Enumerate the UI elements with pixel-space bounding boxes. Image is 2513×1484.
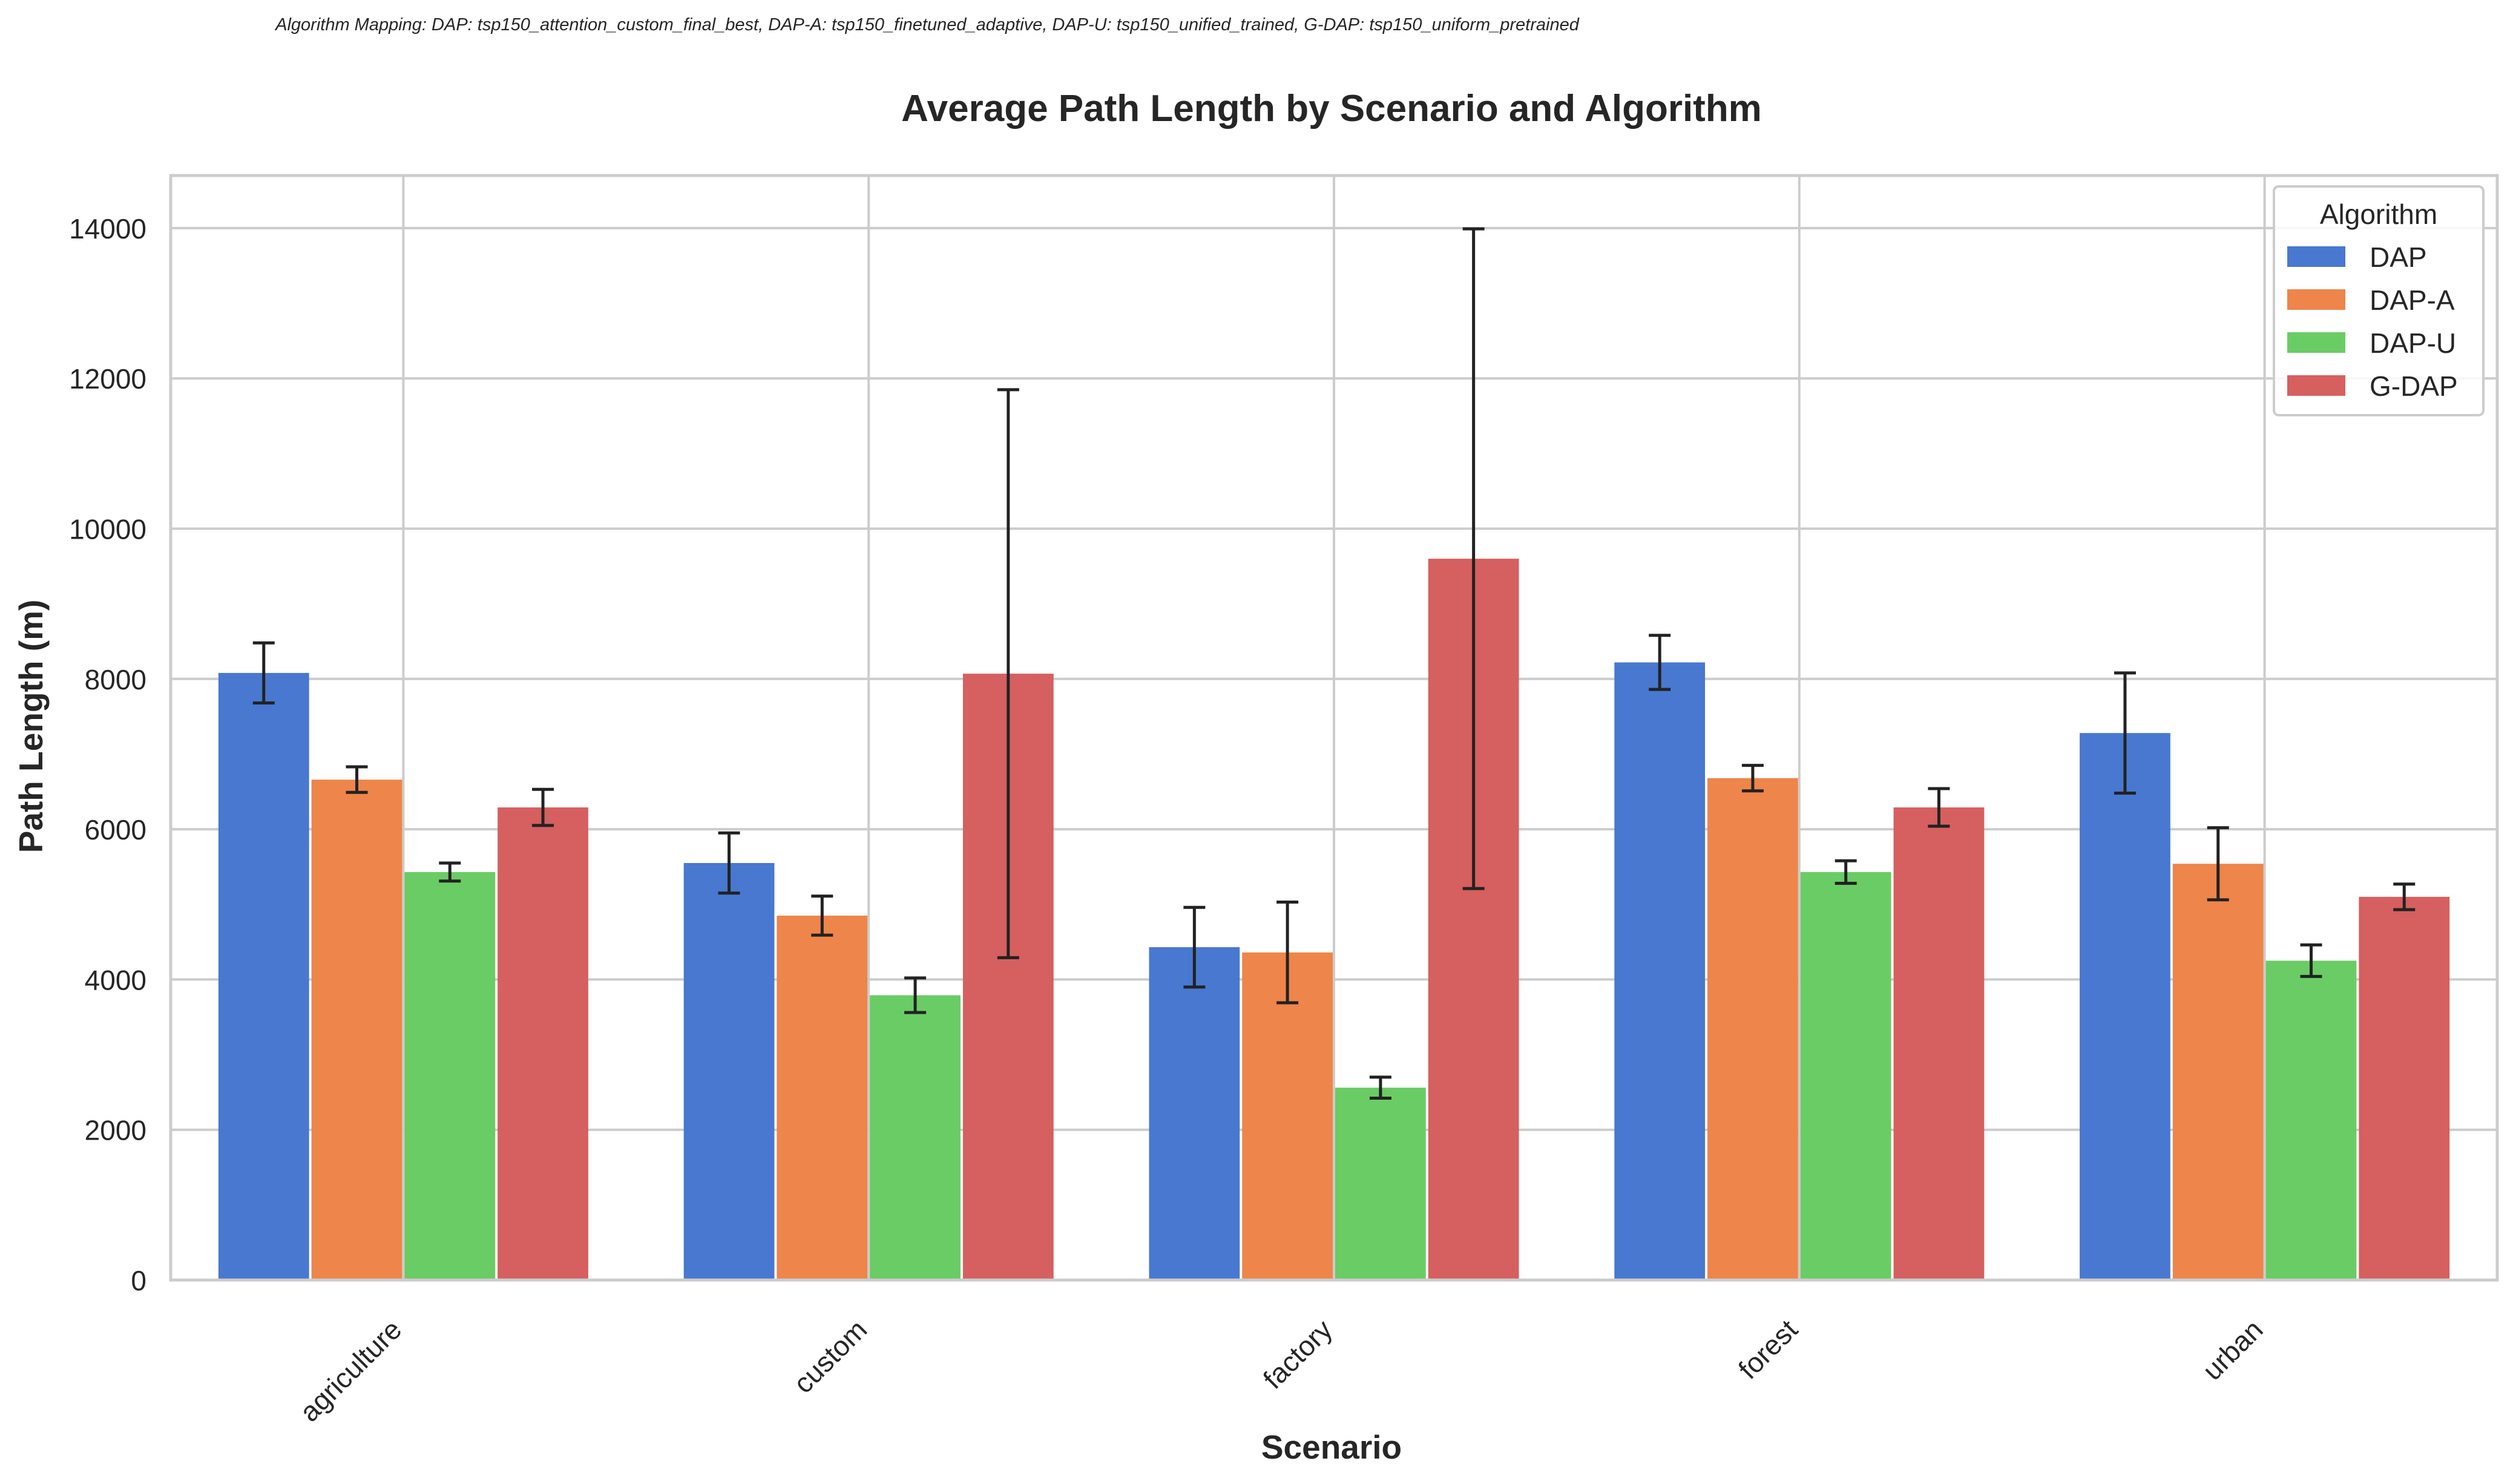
- y-tick-label: 12000: [69, 363, 146, 395]
- y-tick-label: 8000: [85, 664, 146, 695]
- bar: [2080, 733, 2170, 1280]
- plot-frame: [169, 174, 2499, 1282]
- y-tick-label: 4000: [85, 964, 146, 996]
- legend-label: DAP-A: [2370, 284, 2455, 316]
- legend-label: DAP: [2370, 241, 2427, 273]
- legend-box: [2273, 185, 2485, 416]
- legend-label: DAP-U: [2370, 327, 2456, 359]
- x-tick-label: forest: [1732, 1313, 1804, 1385]
- y-axis-label: Path Length (m): [12, 600, 50, 853]
- bars: [218, 559, 2450, 1280]
- x-tick-label: urban: [2196, 1313, 2269, 1386]
- bar: [218, 672, 309, 1280]
- y-tick-label: 2000: [85, 1115, 146, 1146]
- bar: [1614, 662, 1706, 1280]
- error-bars: [252, 227, 2416, 1100]
- bar: [870, 995, 961, 1280]
- bar: [2359, 896, 2450, 1280]
- bar: [1893, 807, 1985, 1280]
- legend-label: G-DAP: [2370, 370, 2458, 402]
- mapping-caption: Algorithm Mapping: DAP: tsp150_attention…: [274, 15, 1580, 34]
- x-tick-label: custom: [787, 1313, 873, 1399]
- bar: [311, 780, 402, 1280]
- bar: [2265, 960, 2357, 1280]
- x-tick-label: factory: [1257, 1313, 1338, 1394]
- bar: [498, 807, 588, 1280]
- x-tick-label: agriculture: [294, 1313, 408, 1428]
- bar: [2172, 864, 2264, 1280]
- legend-swatch: [2287, 332, 2345, 353]
- legend-swatch: [2287, 375, 2345, 396]
- legend: Algorithm DAP DAP-A DAP-U G-DAP: [2273, 185, 2485, 416]
- y-axis: 0 2000 4000 6000 8000 10000 12000 14000: [69, 213, 146, 1296]
- bar: [1335, 1088, 1426, 1280]
- bar: [683, 862, 775, 1280]
- y-tick-label: 10000: [69, 514, 146, 545]
- y-tick-label: 14000: [69, 213, 146, 245]
- legend-swatch: [2287, 246, 2345, 267]
- bar: [1707, 778, 1798, 1280]
- x-axis: agriculture custom factory forest urban: [294, 1313, 2269, 1428]
- bar: [1800, 872, 1891, 1280]
- bar: [777, 915, 868, 1280]
- legend-swatch: [2287, 289, 2345, 310]
- x-axis-label: Scenario: [1261, 1428, 1402, 1466]
- y-tick-label: 6000: [85, 814, 146, 845]
- bar: [1149, 947, 1240, 1280]
- bar: [1242, 952, 1333, 1280]
- legend-title: Algorithm: [2320, 199, 2437, 230]
- bar: [404, 872, 496, 1280]
- chart-title: Average Path Length by Scenario and Algo…: [901, 88, 1762, 130]
- y-tick-label: 0: [131, 1265, 146, 1296]
